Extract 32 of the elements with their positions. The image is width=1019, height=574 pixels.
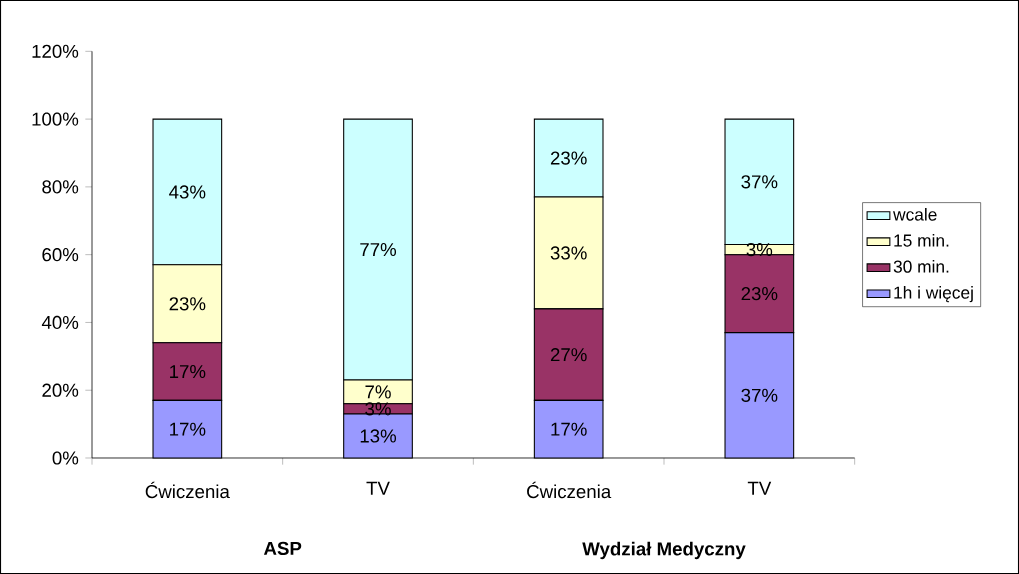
data-label: 17% bbox=[551, 422, 587, 436]
legend-label: 30 min. bbox=[893, 259, 949, 273]
data-label: 3% bbox=[365, 402, 391, 416]
x-tick-label: Ćwiczenia bbox=[527, 481, 612, 499]
y-tick-label: 80% bbox=[42, 180, 79, 194]
legend-label: 1h i więcej bbox=[894, 286, 973, 303]
text: Wydział Medyczny bbox=[582, 541, 746, 560]
y-tick-label: 40% bbox=[41, 315, 79, 330]
x-tick-label: Ćwiczenia bbox=[145, 481, 230, 499]
data-label: 23% bbox=[550, 151, 587, 165]
data-label: 77% bbox=[360, 243, 397, 257]
data-label: 23% bbox=[169, 297, 206, 311]
data-label: 23% bbox=[741, 287, 778, 301]
x-tick-label: TV bbox=[747, 481, 772, 495]
data-label: 13% bbox=[360, 429, 397, 443]
y-tick-label: 0% bbox=[52, 451, 79, 465]
y-tick-label: 60% bbox=[42, 248, 79, 262]
x-tick-label: TV bbox=[366, 481, 390, 495]
y-tick-label: 120% bbox=[32, 44, 79, 58]
data-label: 17% bbox=[170, 365, 206, 379]
data-label: 17% bbox=[170, 422, 206, 436]
legend-label: wcale bbox=[893, 207, 937, 221]
y-tick-label: 20% bbox=[42, 383, 79, 397]
data-label: 37% bbox=[741, 175, 778, 189]
data-label: 37% bbox=[741, 388, 778, 402]
data-label: 33% bbox=[550, 246, 587, 260]
y-tick-label: 100% bbox=[32, 112, 79, 126]
legend-label: 15 min. bbox=[894, 233, 949, 247]
text: ASP bbox=[263, 541, 302, 556]
data-label: 43% bbox=[169, 185, 206, 199]
data-label: 27% bbox=[550, 348, 587, 362]
data-label: 7% bbox=[365, 385, 391, 399]
